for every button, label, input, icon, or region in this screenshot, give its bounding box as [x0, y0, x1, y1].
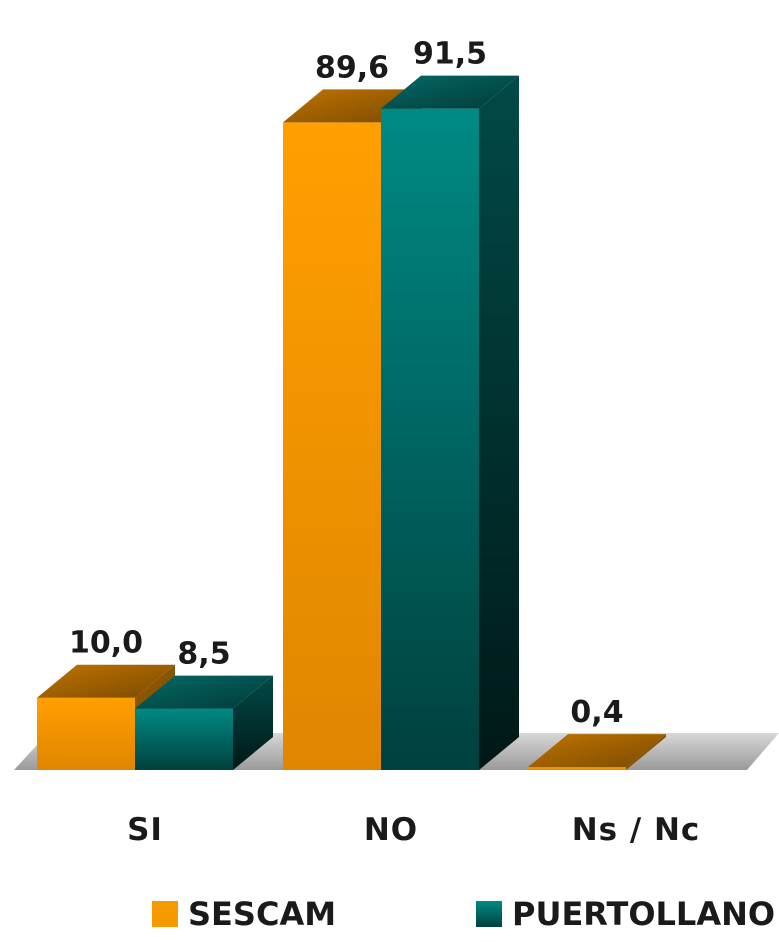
bar-puertollano-si — [135, 675, 273, 770]
bar-top — [381, 75, 519, 109]
legend-swatch-sescam — [152, 901, 178, 927]
data-label-sescam-no: 89,6 — [315, 50, 389, 85]
bar-side — [233, 675, 273, 770]
bar-front — [381, 108, 479, 771]
category-label-ns-nc: Ns / Nc — [572, 812, 701, 848]
bar-top — [135, 675, 273, 709]
legend-label-sescam: SESCAM — [188, 895, 337, 933]
bar-chart: 10,0 8,5 SI 89,6 91,5 NO 0,4 Ns / Nc — [14, 37, 779, 848]
bar-side — [479, 75, 519, 771]
data-label-puertollano-si: 8,5 — [177, 637, 230, 672]
category-label-no: NO — [364, 812, 418, 848]
bar-top — [528, 734, 666, 768]
legend: SESCAM PUERTOLLANO — [0, 895, 779, 939]
bar-front — [283, 122, 381, 770]
bar-front — [528, 767, 626, 770]
legend-swatch-puertollano — [476, 901, 502, 927]
bar-side — [626, 734, 666, 770]
bar-front — [37, 697, 135, 770]
bar-front — [135, 708, 233, 770]
bar-top — [37, 664, 175, 698]
data-label-puertollano-no: 91,5 — [413, 37, 487, 72]
legend-label-puertollano: PUERTOLLANO — [512, 895, 776, 933]
legend-item-sescam: SESCAM — [152, 895, 336, 933]
data-label-sescam-si: 10,0 — [69, 626, 143, 661]
bar-puertollano-no — [381, 75, 519, 771]
bar-sescam-ns-nc — [528, 734, 666, 770]
data-label-sescam-ns-nc: 0,4 — [570, 695, 623, 730]
legend-item-puertollano: PUERTOLLANO — [476, 895, 775, 933]
category-label-si: SI — [127, 812, 163, 848]
